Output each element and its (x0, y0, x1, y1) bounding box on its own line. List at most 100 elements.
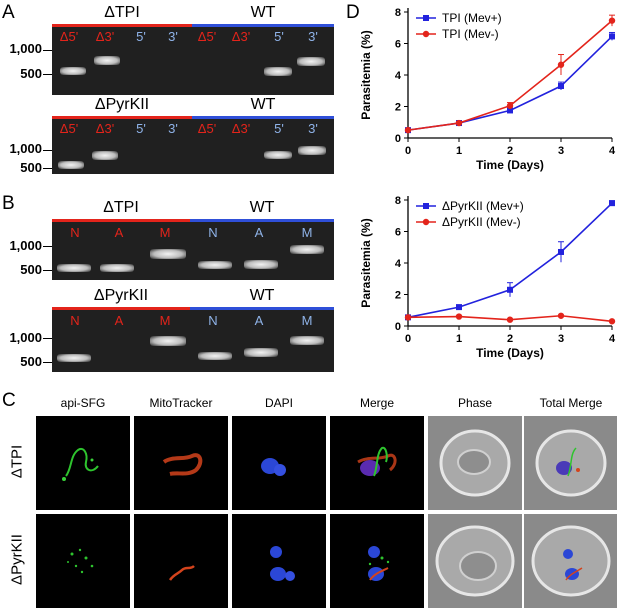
legend-marker (423, 203, 429, 209)
size-marker-500: 500 (20, 66, 42, 81)
series-line (407, 20, 613, 131)
micrograph-tpi-merge (330, 416, 424, 510)
size-tick (43, 246, 52, 247)
data-point (507, 107, 513, 114)
data-point (608, 17, 616, 24)
gel-a1-blue-bar (192, 24, 334, 27)
lane-label: M (159, 225, 171, 240)
data-point (456, 304, 462, 311)
lane-label: N (70, 313, 80, 328)
lane-label: Δ5' (59, 29, 79, 44)
gel-a2-image (52, 119, 334, 174)
y-tick-label: 0 (395, 133, 401, 145)
gel-b2-right-title: WT (249, 287, 275, 304)
size-marker-500: 500 (20, 262, 42, 277)
gel-b2-blue-bar (190, 307, 334, 310)
micrograph-tpi-api-sfg (36, 416, 130, 510)
lane-label: 3' (308, 121, 318, 136)
lane-label: Δ5' (59, 121, 79, 136)
gel-a2-blue-bar (192, 116, 334, 119)
y-tick-label: 2 (395, 290, 401, 302)
lane-label: 3' (308, 29, 318, 44)
lane-label: A (114, 313, 124, 328)
gel-b2-red-bar (52, 307, 190, 310)
data-point (404, 126, 412, 134)
y-tick-label: 2 (395, 102, 401, 114)
lane-label: N (208, 225, 218, 240)
column-header: Total Merge (539, 396, 603, 410)
size-tick (43, 150, 52, 151)
micrograph-tpi-dapi (232, 416, 326, 510)
lane-label: 3' (168, 121, 178, 136)
lane-label: A (254, 313, 264, 328)
y-tick-label: 8 (395, 195, 401, 207)
legend-label: ΔPyrKII (Mev+) (442, 199, 524, 213)
data-point (507, 286, 513, 293)
lane-label: 5' (136, 121, 146, 136)
y-tick-label: 6 (395, 39, 401, 51)
gel-a1-lane-labels: Δ5' Δ3' 5' 3' Δ5' Δ3' 5' 3' (52, 29, 334, 45)
data-point (455, 313, 463, 320)
size-marker-1000: 1,000 (9, 41, 42, 56)
legend-label: TPI (Mev+) (442, 11, 502, 25)
gel-b1-left-title: ΔTPI (103, 199, 139, 216)
data-point (558, 83, 564, 90)
column-header: Phase (457, 396, 493, 410)
data-point (558, 248, 564, 255)
gel-b2-lane-labels: N A M N A M (52, 313, 334, 329)
legend-marker (422, 218, 430, 226)
size-tick (43, 74, 52, 75)
size-tick (43, 338, 52, 339)
lane-label: M (159, 313, 171, 328)
gel-a2-red-bar (52, 116, 192, 119)
gel-b1-red-bar (52, 219, 190, 222)
size-marker-500: 500 (20, 160, 42, 175)
y-tick-label: 4 (395, 258, 402, 270)
lane-label: Δ3' (231, 121, 251, 136)
legend-label: TPI (Mev-) (442, 27, 499, 41)
row-header-pyrkii: ΔPyrKII (8, 534, 26, 585)
legend-marker (423, 15, 429, 21)
x-tick-label: 3 (558, 145, 564, 157)
legend-marker (422, 30, 430, 38)
x-tick-label: 2 (507, 145, 513, 157)
lane-label: N (70, 225, 80, 240)
lane-label: Δ3' (231, 29, 251, 44)
y-axis-label: Parasitemia (%) (359, 218, 373, 307)
column-header: DAPI (264, 396, 293, 410)
size-marker-1000: 1,000 (9, 238, 42, 253)
size-marker-500: 500 (20, 354, 42, 369)
size-tick (43, 50, 52, 51)
x-tick-label: 4 (609, 145, 616, 157)
lane-label: 5' (274, 121, 284, 136)
micrograph-pyrkii-merge (330, 514, 424, 608)
data-point (557, 312, 565, 319)
panel-d-charts: 0 2 4 6 8 0 1 2 3 4 Time (Days) Parasitemia (%) TPI … (359, 7, 616, 360)
gel-a1-right-title: WT (250, 4, 276, 21)
micrograph-pyrkii-api-sfg (36, 514, 130, 608)
x-tick-label: 4 (609, 333, 616, 345)
data-point (609, 33, 615, 40)
micrograph-pyrkii-phase (428, 514, 522, 608)
micrograph-tpi-mitotracker (134, 416, 228, 510)
size-tick (43, 362, 52, 363)
y-tick-label: 6 (395, 227, 401, 239)
micrograph-pyrkii-total-merge (524, 514, 617, 608)
x-tick-label: 0 (405, 145, 411, 157)
lane-label: Δ5' (197, 121, 217, 136)
x-tick-label: 2 (507, 333, 513, 345)
data-point (455, 119, 463, 127)
lane-label: 3' (168, 29, 178, 44)
x-axis-label: Time (Days) (476, 158, 544, 172)
x-tick-label: 3 (558, 333, 564, 345)
lane-label: Δ3' (95, 121, 115, 136)
size-marker-1000: 1,000 (9, 141, 42, 156)
micrograph-pyrkii-dapi (232, 514, 326, 608)
growth-chart-pyrkii: 0 2 4 6 8 0 1 2 3 4 Time (Days) Parasitemia (%) ΔPyr… (359, 195, 616, 360)
gel-a2-lane-labels: Δ5' Δ3' 5' 3' Δ5' Δ3' 5' 3' (52, 121, 334, 137)
lane-label: Δ3' (95, 29, 115, 44)
y-tick-label: 8 (395, 7, 401, 19)
lane-label: 5' (136, 29, 146, 44)
row-header-tpi: ΔTPI (8, 444, 26, 479)
gel-b1-image (52, 222, 334, 280)
